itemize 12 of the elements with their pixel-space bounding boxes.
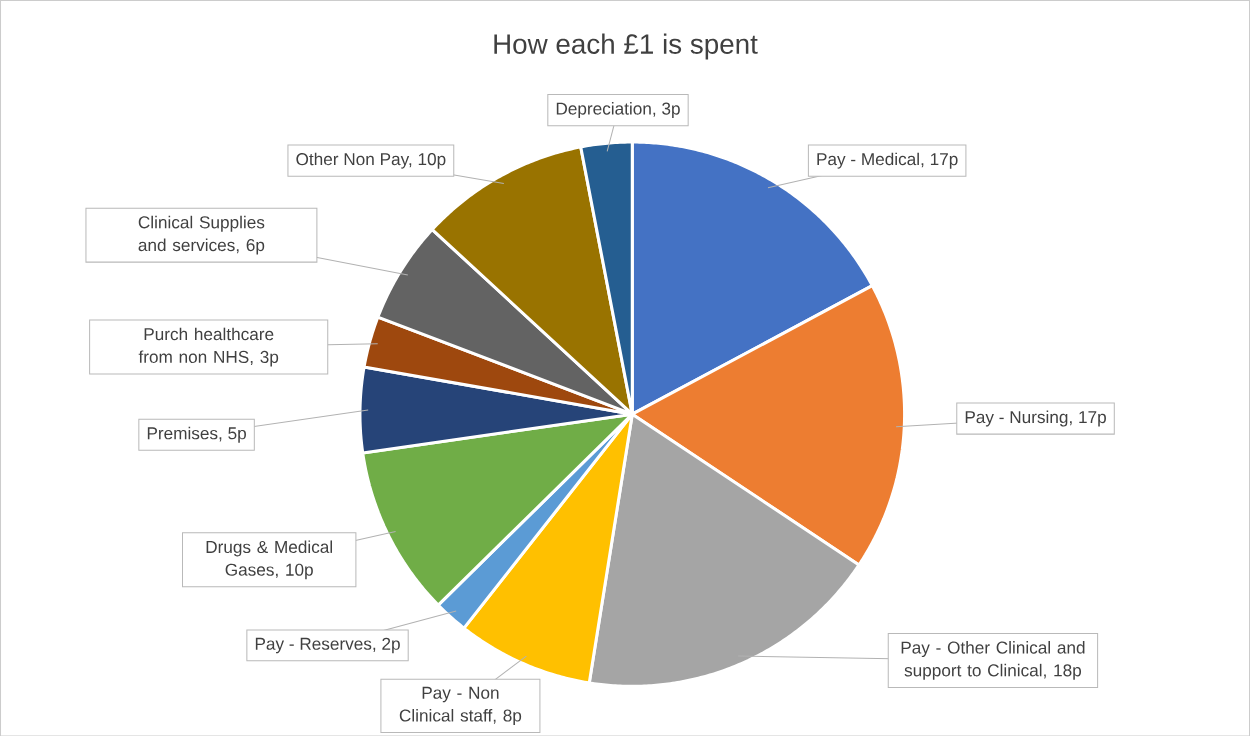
slice-label: Pay - Other Clinical and support to Clinical, 18p	[901, 640, 1085, 680]
slice-label: Purch healthcare from non NHS, 3p	[138, 327, 279, 367]
slice-label: Other Non Pay, 10p	[296, 152, 446, 169]
slice-label: Pay - Reserves, 2p	[255, 637, 400, 654]
slice-label: Clinical Supplies and services, 6p	[138, 215, 265, 255]
slice-label: Depreciation, 3p	[556, 101, 680, 118]
slice-label: Drugs & Medical Gases, 10p	[206, 540, 332, 579]
slice-label: Pay - Nursing, 17p	[965, 410, 1106, 427]
slice-label: Pay - Non Clinical staff, 8p	[399, 686, 522, 725]
slice-label: Pay - Medical, 17p	[817, 152, 958, 169]
chart-title: How each £1 is spent	[494, 33, 758, 60]
slice-label: Premises, 5p	[147, 426, 246, 443]
